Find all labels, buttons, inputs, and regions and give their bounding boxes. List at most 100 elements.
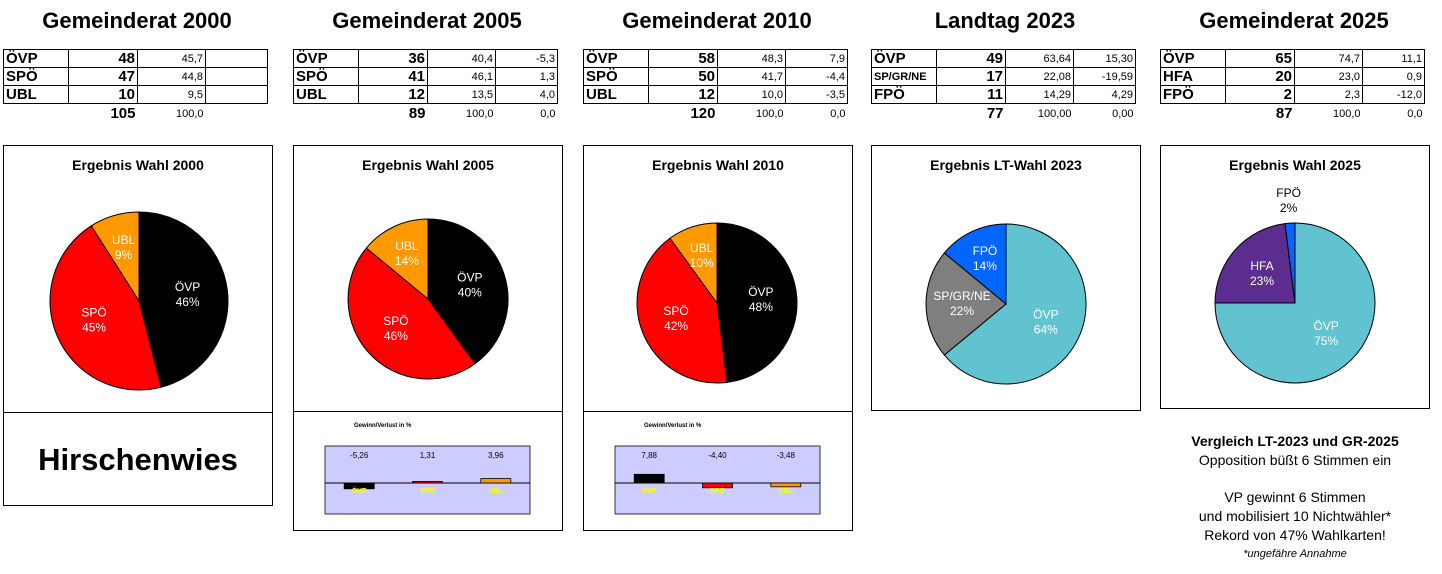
chart-title: Ergebnis Wahl 2000: [72, 157, 204, 173]
results-table-2025: ÖVP 65 74,7 11,1 HFA 20 23,0 0,9 FPÖ 2 2…: [1160, 49, 1425, 123]
total-percent: 100,0: [465, 107, 494, 120]
comparison-footnote: *ungefähre Annahme: [1243, 548, 1347, 560]
pie-slice-hfa: [1214, 223, 1296, 304]
pie-slice-oevp: [427, 218, 509, 365]
total-percent: 100,0: [755, 107, 784, 120]
table-row: ÖVP 65 74,7 11,1: [1160, 49, 1425, 68]
party-cell: UBL: [293, 85, 359, 104]
total-diff: 0,0: [1407, 107, 1423, 120]
table-row: UBL 12 13,5 4,0: [293, 85, 558, 104]
empty-cell: [584, 104, 649, 124]
diff-cell: [205, 85, 268, 104]
category-label-oevp: ÖVP: [352, 486, 367, 495]
pie-label-ubl: UBL 14%: [395, 239, 419, 268]
diff-cell: 7,9: [785, 49, 848, 68]
empty-cell: [4, 104, 69, 124]
pie-label-fpoe: FPÖ 2%: [1276, 186, 1301, 215]
diff-cell: 1,3: [495, 67, 558, 86]
gain-loss-chart-2005: Gewinn/Verlust in % -5,26 ÖVP 1,31 SPÖ 3,96 U…: [293, 411, 563, 531]
chart-title: Gewinn/Verlust in %: [354, 423, 412, 429]
pie-label-oevp: ÖVP 64%: [1033, 308, 1058, 337]
comparison-line: Opposition büßt 6 Stimmen ein: [1198, 452, 1392, 468]
total-percent: 100,00: [1037, 107, 1072, 120]
percent-cell: 14,29: [1005, 85, 1074, 104]
diff-cell: 4,0: [495, 85, 558, 104]
total-votes: 105: [110, 105, 136, 122]
party-cell: SP/GR/NE: [871, 67, 937, 86]
votes-cell: 58: [648, 49, 718, 68]
place-name-box: Hirschenwies: [3, 412, 273, 506]
pie-slice-ubl: [90, 211, 140, 303]
diff-cell: -19,59: [1073, 67, 1136, 86]
results-table-2000: ÖVP 48 45,7 SPÖ 47 44,8 UBL 10 9,5 105 1…: [3, 49, 268, 123]
pie-chart-2005: Ergebnis Wahl 2005 ÖVP 40% SPÖ 46% UBL 14%: [293, 145, 563, 413]
votes-cell: 11: [936, 85, 1006, 104]
percent-cell: 10,0: [717, 85, 786, 104]
data-label-ubl: 3,96: [488, 451, 504, 460]
total-diff: 0,00: [1112, 107, 1134, 120]
party-cell: ÖVP: [3, 49, 69, 68]
table-row: UBL 12 10,0 -3,5: [583, 85, 848, 104]
votes-cell: 47: [68, 67, 138, 86]
column-title-2000: Gemeinderat 2000: [42, 8, 232, 33]
votes-cell: 20: [1225, 67, 1295, 86]
category-label-spoe: SPÖ: [710, 486, 725, 495]
percent-cell: 74,7: [1294, 49, 1363, 68]
pie-slice-oevp: [138, 211, 229, 388]
pie-label-oevp: ÖVP 46%: [175, 280, 200, 309]
party-cell: ÖVP: [583, 49, 649, 68]
column-title-2005: Gemeinderat 2005: [332, 8, 522, 33]
category-label-spoe: SPÖ: [420, 486, 435, 495]
pie-chart-2000: Ergebnis Wahl 2000 ÖVP 46% SPÖ 45% UBL 9%: [3, 145, 273, 413]
percent-cell: 23,0: [1294, 67, 1363, 86]
diff-cell: -3,5: [785, 85, 848, 104]
total-votes: 120: [690, 105, 716, 122]
total-votes: 89: [408, 105, 426, 122]
pie-slice-oevp: [943, 223, 1087, 385]
votes-cell: 49: [936, 49, 1006, 68]
comparison-line: Rekord von 47% Wahlkarten!: [1204, 527, 1386, 543]
category-label-ubl: UBL: [489, 488, 504, 495]
diff-cell: 15,30: [1073, 49, 1136, 68]
votes-cell: 17: [936, 67, 1006, 86]
total-row: 89 100,0 0,0: [294, 104, 558, 124]
pie-slice-spoe: [347, 247, 476, 380]
percent-cell: 63,64: [1005, 49, 1074, 68]
bar-oevp: [343, 482, 375, 490]
data-label-oevp: 7,88: [641, 451, 657, 460]
party-cell: UBL: [583, 85, 649, 104]
data-label-oevp: -5,26: [350, 451, 369, 460]
total-row: 87 100,0 0,0: [1161, 104, 1425, 124]
party-cell: ÖVP: [293, 49, 359, 68]
pie-chart-2010: Ergebnis Wahl 2010 ÖVP 48% SPÖ 42% UBL 10%: [583, 145, 853, 413]
votes-cell: 65: [1225, 49, 1295, 68]
pie-label-oevp: ÖVP 48%: [748, 285, 773, 314]
pie-chart-lt2023: Ergebnis LT-Wahl 2023 ÖVP 64% SP/GR/NE 22% F…: [871, 145, 1141, 411]
category-label-ubl: UBL: [779, 488, 794, 495]
party-cell: UBL: [3, 85, 69, 104]
chart-title: Gewinn/Verlust in %: [644, 423, 702, 429]
diff-cell: -4,4: [785, 67, 848, 86]
party-cell: ÖVP: [1160, 49, 1226, 68]
diff-cell: [205, 49, 268, 68]
pie-slice-ubl: [669, 222, 718, 305]
diff-cell: -5,3: [495, 49, 558, 68]
total-row: 77 100,00 0,00: [872, 104, 1136, 124]
chart-title: Ergebnis Wahl 2025: [1229, 157, 1361, 173]
votes-cell: 10: [68, 85, 138, 104]
pie-label-ubl: UBL 10%: [690, 241, 714, 270]
pie-label-spoe: SPÖ 45%: [81, 305, 106, 334]
chart-title: Ergebnis LT-Wahl 2023: [930, 157, 1082, 173]
table-row: SPÖ 41 46,1 1,3: [293, 67, 558, 86]
votes-cell: 36: [358, 49, 428, 68]
party-cell: FPÖ: [871, 85, 937, 104]
party-cell: SPÖ: [3, 67, 69, 86]
bar-oevp: [633, 473, 665, 484]
empty-cell: [1161, 104, 1226, 124]
data-label-spoe: -4,40: [708, 451, 727, 460]
total-diff: [206, 104, 268, 124]
data-label-ubl: -3,48: [777, 451, 796, 460]
total-row: 105 100,0: [4, 104, 268, 124]
percent-cell: 44,8: [137, 67, 206, 86]
results-table-lt2023: ÖVP 49 63,64 15,30 SP/GR/NE 17 22,08 -19…: [871, 49, 1136, 123]
